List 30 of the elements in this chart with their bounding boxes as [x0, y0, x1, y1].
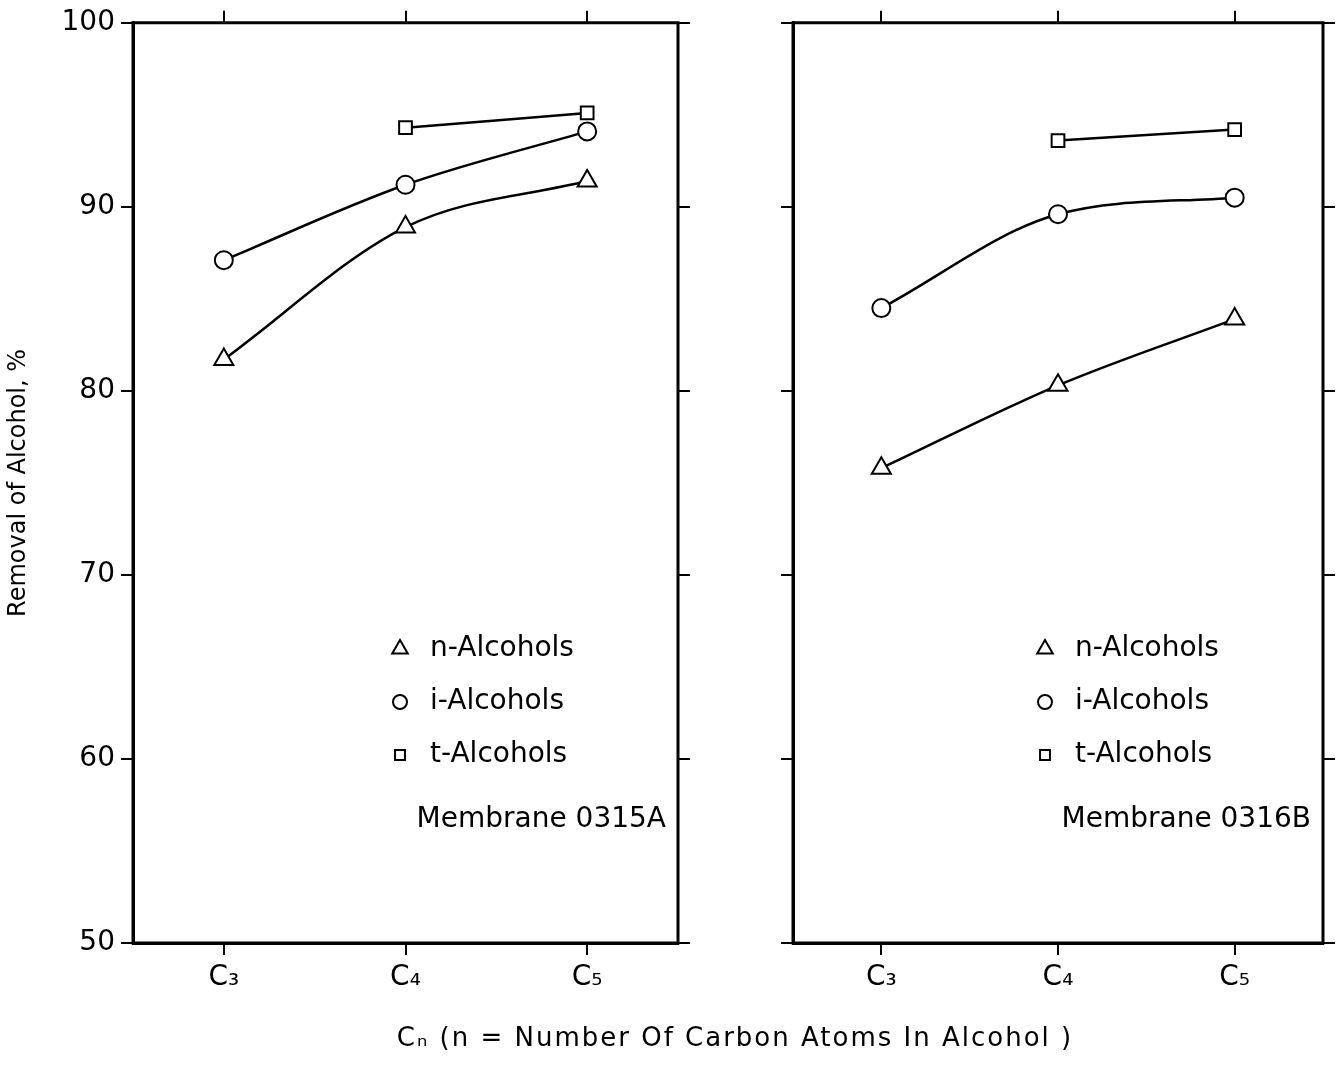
legend-label: t-Alcohols: [430, 736, 568, 770]
y-tick-label: 90: [79, 188, 115, 222]
y-axis-title: Removal of Alcohol, %: [2, 348, 31, 617]
x-tick-label: C₅: [1219, 959, 1251, 993]
point: [1050, 133, 1066, 148]
x-axis-title: Cₙ (n = Number Of Carbon Atoms In Alcohol ): [395, 1022, 1075, 1052]
legend-label: t-Alcohols: [1075, 736, 1213, 770]
x-tick-label: C₄: [1042, 959, 1074, 993]
point: [1224, 307, 1246, 326]
point: [871, 298, 892, 319]
point: [1047, 373, 1069, 392]
x-tick-label: C₃: [865, 959, 897, 993]
legend-label: n-Alcohols: [1075, 630, 1219, 664]
y-tick-label: 100: [61, 4, 115, 38]
legend-label: n-Alcohols: [430, 630, 574, 664]
legend-label: i-Alcohols: [430, 683, 564, 717]
point: [1227, 122, 1243, 137]
x-tick-label: C₃: [208, 959, 240, 993]
point: [1224, 187, 1245, 208]
legend-label: i-Alcohols: [1075, 683, 1209, 717]
annotation: Membrane 0315A: [416, 801, 666, 835]
annotation: Membrane 0316B: [1061, 801, 1311, 835]
x-tick-label: C₄: [390, 959, 421, 993]
point: [1048, 204, 1068, 225]
y-tick-label: 80: [79, 372, 115, 406]
x-tick-label: C₅: [571, 959, 603, 993]
point: [870, 456, 892, 475]
y-tick-label: 50: [79, 924, 115, 958]
y-tick-label: 60: [79, 740, 115, 774]
y-tick-label: 70: [79, 556, 115, 590]
